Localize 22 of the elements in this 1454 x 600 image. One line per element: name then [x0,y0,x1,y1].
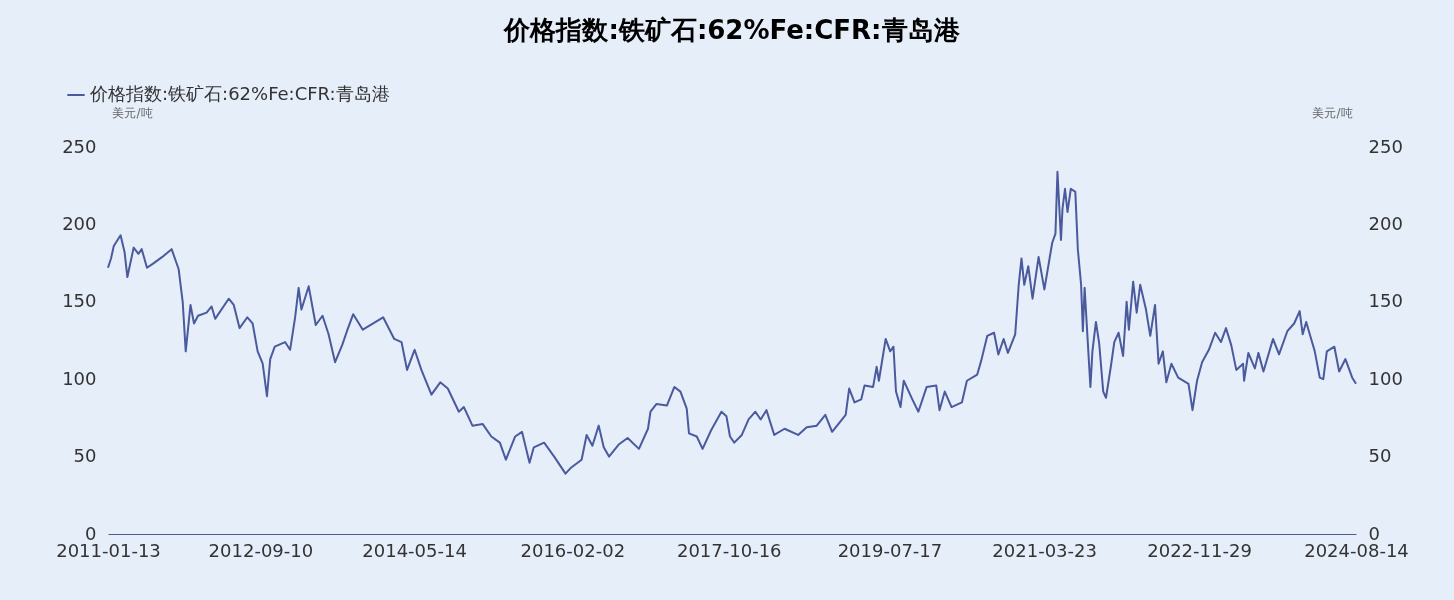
x-tick-label: 2019-07-17 [837,539,943,561]
x-tick-label: 2012-09-10 [208,539,314,561]
y2-tick-label: 50 [1368,445,1392,467]
y2-tick-label: 100 [1368,367,1403,389]
y-tick-label: 100 [62,367,97,389]
y2-tick-label: 200 [1368,212,1403,234]
y-tick-label: 200 [62,212,97,234]
line-series [107,170,1357,475]
legend-label: 价格指数:铁矿石:62%Fe:CFR:青岛港 [89,83,390,104]
x-tick-label: 2022-11-29 [1147,539,1252,561]
y2-tick-label: 250 [1368,135,1403,157]
y-axis-title: 美元/吨 [112,105,153,120]
chart-title: 价格指数:铁矿石:62%Fe:CFR:青岛港 [503,15,961,45]
y2-tick-label: 150 [1368,290,1403,312]
x-tick-label: 2016-02-02 [520,539,626,561]
y2-axis-title: 美元/吨 [1312,105,1353,120]
x-tick-label: 2017-10-16 [676,539,782,561]
y-tick-label: 250 [62,135,97,157]
x-tick-label: 2014-05-14 [362,539,467,561]
y-tick-label: 150 [62,290,97,312]
x-tick-label: 2021-03-23 [992,539,1097,561]
y-tick-label: 50 [73,445,97,467]
